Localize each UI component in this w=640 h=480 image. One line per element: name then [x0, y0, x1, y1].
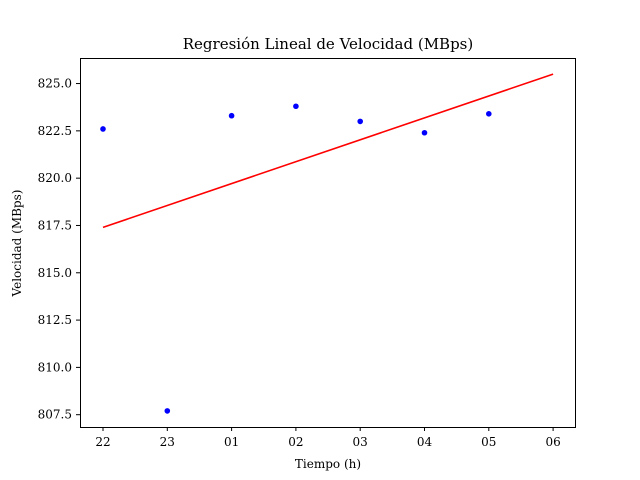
- y-tick-label: 820.0: [38, 171, 72, 185]
- data-point: [421, 129, 428, 136]
- y-tick-label: 825.0: [38, 77, 72, 91]
- data-point: [228, 112, 235, 119]
- y-tick-label: 812.5: [38, 313, 72, 327]
- data-point: [486, 111, 492, 117]
- y-axis: 807.5 810.0 812.5 815.0 817.5 820.0 822.5 825.0: [38, 77, 80, 422]
- y-axis-label: Velocidad (MBps): [10, 190, 24, 298]
- data-point: [164, 408, 171, 414]
- x-tick-label: 03: [353, 435, 368, 449]
- y-tick-label: 822.5: [38, 124, 72, 138]
- x-tick-label: 01: [224, 435, 239, 449]
- x-tick-label: 05: [481, 435, 496, 449]
- regression-line: [102, 73, 554, 229]
- data-point: [357, 118, 364, 125]
- x-tick-label: 23: [160, 435, 175, 449]
- x-tick-label: 06: [545, 435, 560, 449]
- x-tick-label: 04: [417, 435, 433, 449]
- series-layer: [100, 73, 554, 414]
- chart-title: Regresión Lineal de Velocidad (MBps): [183, 35, 474, 53]
- x-axis-label: Tiempo (h): [295, 457, 361, 471]
- y-tick-label: 815.0: [38, 266, 72, 280]
- y-tick-label: 810.0: [38, 360, 72, 374]
- plot-frame: [80, 58, 576, 428]
- data-point: [293, 103, 299, 110]
- plot-area: 22 23 01 02 03 04 05 06 807.5 810.0 812.5 815.0 817…: [38, 58, 576, 449]
- y-tick-label: 807.5: [38, 408, 72, 422]
- x-tick-label: 22: [95, 435, 110, 449]
- y-tick-label: 817.5: [38, 218, 72, 232]
- x-axis: 22 23 01 02 03 04 05 06: [95, 427, 561, 449]
- data-point: [100, 126, 106, 132]
- x-tick-label: 02: [288, 435, 303, 449]
